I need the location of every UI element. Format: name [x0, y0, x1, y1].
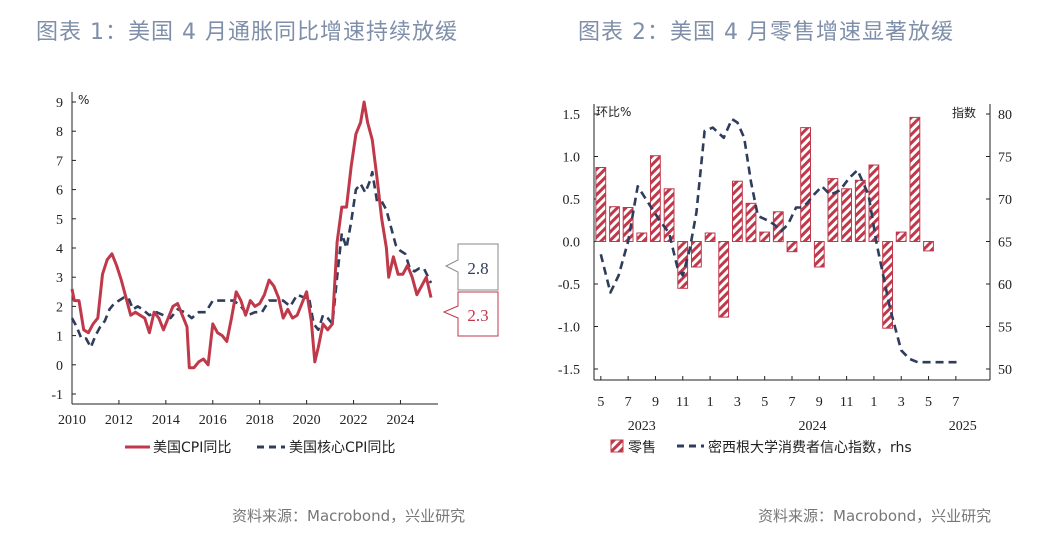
chart1-x-tick-label: 2022: [340, 413, 368, 428]
chart1-y-tick-label: -1: [51, 388, 63, 403]
retail-bar: [813, 241, 825, 268]
chart2-year-label: 2023: [628, 419, 656, 434]
retail-bar: [691, 241, 702, 268]
retail-bar: [609, 206, 620, 242]
retail-bar: [923, 241, 934, 252]
chart1-x-tick-label: 2018: [246, 413, 274, 428]
chart1-y-tick-label: 3: [56, 271, 63, 286]
chart2-year-label: 2025: [949, 419, 977, 434]
legend-core-cpi: 美国核心CPI同比: [289, 440, 395, 456]
figure-1-title: 图表 1：美国 4 月通胀同比增速持续放缓: [36, 20, 458, 45]
legend-headline-cpi: 美国CPI同比: [153, 440, 231, 456]
figure-2-source: 资料来源：Macrobond，兴业研究: [758, 507, 992, 525]
chart1-x-tick-label: 2014: [152, 413, 180, 428]
chart2-x-tick-label: 11: [840, 395, 853, 410]
chart2-x-tick-label: 7: [789, 395, 796, 410]
chart2-left-tick-label: -1.0: [558, 321, 580, 336]
retail-bar: [636, 232, 648, 242]
legend-michigan: 密西根大学消费者信心指数，rhs: [708, 439, 912, 456]
retail-bar: [595, 167, 607, 242]
chart2-legend: 零售 密西根大学消费者信心指数，rhs: [610, 439, 912, 456]
retail-bar: [827, 178, 839, 243]
chart1-y-tick-label: 4: [56, 242, 63, 257]
chart1-legend: 美国CPI同比 美国核心CPI同比: [125, 440, 395, 456]
chart2-x-tick-label: 1: [707, 395, 714, 410]
headline-cpi-line: [70, 100, 433, 370]
callout-headline-value: 2.3: [467, 306, 488, 325]
callout-core-value: 2.8: [467, 259, 488, 278]
chart2-x-tick-label: 5: [925, 395, 932, 410]
chart2-left-tick-label: 1.0: [563, 151, 581, 166]
chart2-right-tick-label: 55: [998, 321, 1012, 336]
chart2-left-tick-label: 1.5: [563, 108, 581, 123]
chart2-left-tick-label: 0.0: [563, 236, 581, 251]
chart1-y-tick-label: 1: [56, 330, 63, 345]
chart1-x-tick-label: 2024: [386, 413, 414, 428]
chart2-right-tick-label: 70: [998, 193, 1012, 208]
cpi-line-chart: % -1 0 1 2 3 4 5 6 7 8 9 2010 2012 2014 2016 2018 2020 2…: [51, 92, 499, 456]
legend-retail: 零售: [628, 440, 656, 456]
chart1-y-tick-label: 9: [56, 96, 63, 111]
chart2-left-tick-label: -1.5: [558, 363, 580, 378]
chart2-right-tick-label: 80: [998, 108, 1012, 123]
chart2-x-tick-label: 5: [597, 395, 604, 410]
chart1-y-tick-label: 7: [56, 154, 63, 169]
chart2-left-tick-label: -0.5: [558, 278, 580, 293]
retail-bar: [759, 231, 771, 243]
chart2-x-tick-label: 9: [816, 395, 823, 410]
retail-bar: [745, 202, 757, 243]
retail-bar: [882, 241, 894, 329]
chart1-y-tick-label: 2: [56, 300, 63, 315]
retail-bar: [704, 232, 716, 242]
retail-bar: [854, 179, 866, 243]
retail-bar: [663, 188, 675, 243]
callout-core-cpi: 2.8: [444, 243, 499, 291]
chart1-x-tick-label: 2020: [293, 413, 321, 428]
chart1-y-tick-label: 8: [56, 125, 63, 140]
chart2-x-tick-label: 7: [625, 395, 632, 410]
chart2-year-label: 2024: [798, 419, 826, 434]
chart1-x-tick-label: 2016: [199, 413, 227, 428]
chart1-y-tick-label: 0: [56, 359, 63, 374]
callout-headline-cpi: 2.3: [442, 291, 499, 337]
chart2-x-tick-label: 3: [734, 395, 741, 410]
figure-1-source: 资料来源：Macrobond，兴业研究: [232, 507, 466, 525]
retail-bar: [841, 188, 853, 243]
retail-bar: [718, 241, 730, 318]
chart2-x-tick-label: 9: [652, 395, 659, 410]
chart2-right-unit: 指数: [952, 105, 976, 120]
chart1-x-tick-label: 2012: [105, 413, 133, 428]
core-cpi-line: [70, 170, 433, 349]
chart1-x-tick-label: 2010: [58, 413, 86, 428]
chart1-y-tick-label: 5: [56, 213, 63, 228]
chart2-right-tick-label: 65: [998, 236, 1012, 251]
chart2-x-tick-label: 11: [676, 395, 689, 410]
chart2-right-tick-label: 75: [998, 151, 1012, 166]
chart2-right-tick-label: 60: [998, 278, 1012, 293]
chart2-left-tick-label: 0.5: [563, 193, 581, 208]
retail-bar: [800, 127, 812, 242]
chart2-x-tick-label: 3: [898, 395, 905, 410]
chart2-x-tick-label: 5: [761, 395, 768, 410]
chart2-right-tick-label: 50: [998, 363, 1012, 378]
retail-bar: [909, 116, 921, 242]
chart1-unit-label: %: [78, 93, 89, 107]
figure-2-title: 图表 2：美国 4 月零售增速显著放缓: [578, 20, 954, 45]
chart2-x-tick-label: 7: [952, 395, 959, 410]
michigan-sentiment-line: [599, 117, 960, 364]
chart1-y-tick-label: 6: [56, 184, 63, 199]
chart2-left-unit: 环比%: [596, 105, 631, 119]
retail-bar-chart: 环比% 指数 1.51.00.50.0-0.5-1.0-1.5 80757065…: [558, 104, 1012, 456]
retail-bar: [772, 211, 784, 243]
chart2-x-tick-label: 1: [870, 395, 877, 410]
retail-bar: [786, 241, 798, 253]
retail-bar: [732, 180, 743, 242]
retail-bar: [650, 155, 661, 242]
retail-bar: [895, 231, 907, 243]
